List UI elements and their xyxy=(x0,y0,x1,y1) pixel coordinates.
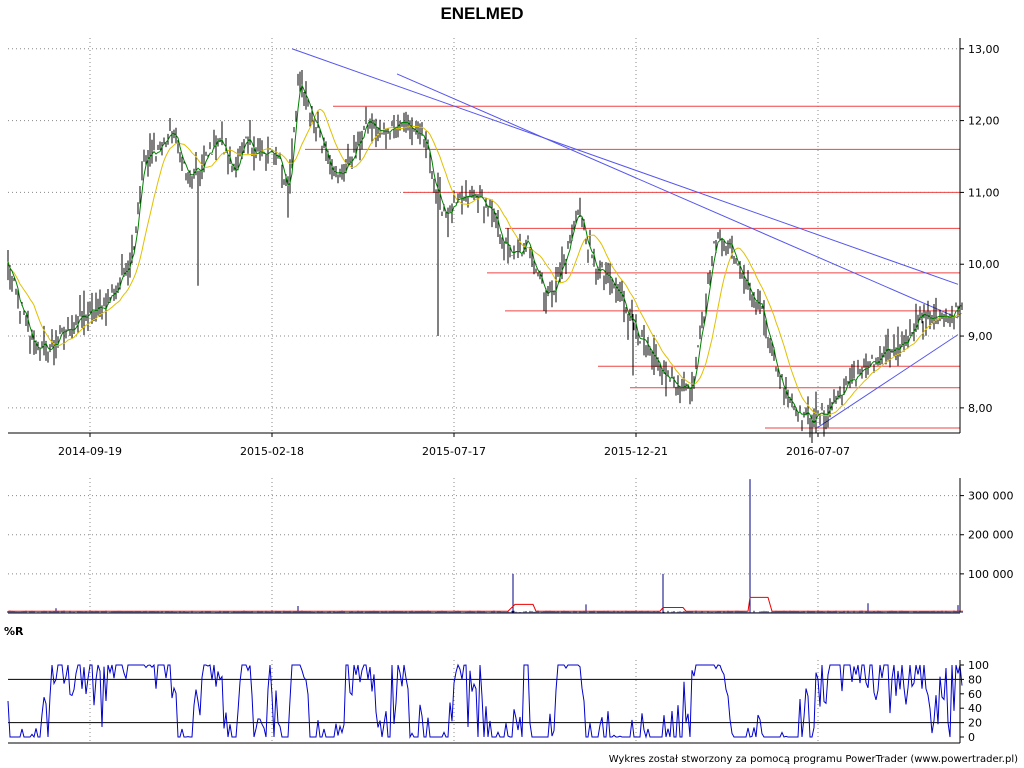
price-x-tick-label: 2014-09-19 xyxy=(58,445,122,458)
price-x-tick-label: 2015-07-17 xyxy=(422,445,486,458)
oscillator-y-tick-label: 0 xyxy=(968,731,975,744)
ma-long-line xyxy=(7,108,963,417)
volume-ma-line xyxy=(8,596,963,612)
trendline xyxy=(396,73,959,319)
horizontal-levels xyxy=(305,105,960,429)
footer-credit: Wykres został stworzony za pomocą progra… xyxy=(609,754,1018,765)
price-y-tick-label: 9,00 xyxy=(968,330,993,343)
price-x-tick-label: 2015-02-18 xyxy=(240,445,304,458)
price-y-tick-label: 11,00 xyxy=(968,186,1000,199)
volume-y-tick-label: 100 000 xyxy=(968,568,1014,581)
price-y-tick-label: 10,00 xyxy=(968,258,1000,271)
ma-short-line xyxy=(7,83,963,425)
price-y-tick-label: 8,00 xyxy=(968,402,993,415)
volume-y-tick-label: 300 000 xyxy=(968,490,1014,503)
trendlines xyxy=(291,48,959,429)
price-x-tick-label: 2015-12-21 xyxy=(604,445,668,458)
volume-grid xyxy=(8,478,960,613)
price-bars xyxy=(7,69,963,443)
oscillator-y-tick-label: 80 xyxy=(968,673,982,686)
volume-y-ticks: 300 000 200 000 100 000 xyxy=(960,490,1014,581)
oscillator-reference-lines xyxy=(8,678,960,724)
williams-r-line xyxy=(7,663,963,739)
price-y-tick-label: 13,00 xyxy=(968,43,1000,56)
price-y-tick-label: 12,00 xyxy=(968,115,1000,128)
oscillator-y-tick-label: 40 xyxy=(968,702,982,715)
price-x-tick-label: 2016-07-07 xyxy=(786,445,850,458)
volume-bars xyxy=(7,479,963,613)
trendline xyxy=(291,48,959,285)
trendline xyxy=(816,334,959,429)
price-x-ticks: 2014-09-19 2015-02-18 2015-07-17 2015-12-21… xyxy=(58,433,850,458)
volume-panel: 300 000 200 000 100 000 xyxy=(7,478,1014,614)
price-grid xyxy=(8,38,960,433)
oscillator-y-tick-label: 60 xyxy=(968,688,982,701)
chart-title: ENELMED xyxy=(440,4,523,23)
oscillator-y-tick-label: 20 xyxy=(968,717,982,730)
oscillator-grid xyxy=(89,660,819,743)
volume-y-tick-label: 200 000 xyxy=(968,529,1014,542)
price-y-ticks: 13,00 12,00 11,00 10,00 9,00 8,00 xyxy=(960,43,1000,415)
oscillator-y-tick-label: 100 xyxy=(968,659,989,672)
oscillator-label: %R xyxy=(4,625,24,638)
